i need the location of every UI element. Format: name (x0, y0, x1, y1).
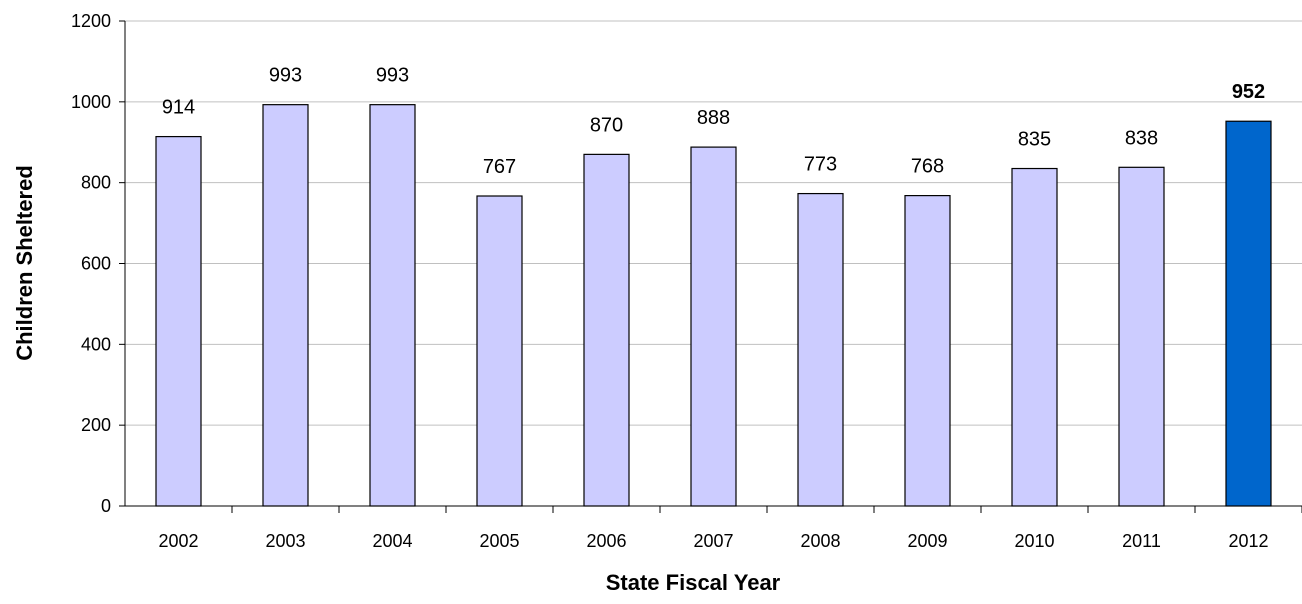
y-tick-label: 600 (81, 254, 111, 274)
x-tick-label: 2002 (158, 531, 198, 551)
y-tick-labels: 0 200 400 600 800 1000 1200 (71, 11, 111, 516)
x-tick-label: 2011 (1122, 531, 1161, 551)
x-tick-label: 2010 (1014, 531, 1054, 551)
x-tick-label: 2005 (479, 531, 519, 551)
data-label-2010: 835 (1018, 129, 1051, 151)
y-tick-label: 400 (81, 334, 111, 354)
x-axis-title: State Fiscal Year (606, 570, 781, 595)
bar-2011 (1118, 166, 1165, 507)
data-label-2007: 888 (697, 107, 730, 129)
bar-2005 (476, 195, 523, 507)
data-label-2003: 993 (269, 65, 302, 87)
y-tick-label: 800 (81, 173, 111, 193)
y-tick-label: 1200 (71, 11, 111, 31)
y-tick-label: 0 (101, 496, 111, 516)
x-tick-label: 2004 (372, 531, 412, 551)
data-label-2008: 773 (804, 154, 837, 176)
y-tick-label: 1000 (71, 92, 111, 112)
bar-2012 (1225, 120, 1272, 507)
data-labels: 914 993 993 767 870 888 773 768 835 838 952 (162, 65, 1265, 178)
x-tick-labels: 2002 2003 2004 2005 2006 2007 2008 2009 2010 2011… (158, 531, 1268, 551)
x-tick-label: 2007 (693, 531, 733, 551)
bar-2008 (797, 192, 844, 507)
data-label-2011: 838 (1125, 127, 1158, 149)
x-tick-label: 2012 (1228, 531, 1268, 551)
bar-2003 (262, 104, 309, 507)
x-tick-label: 2008 (800, 531, 840, 551)
data-label-2002: 914 (162, 97, 195, 119)
axes (119, 20, 1302, 513)
data-label-2004: 993 (376, 65, 409, 87)
bar-2009 (904, 195, 951, 507)
data-label-2006: 870 (590, 114, 623, 136)
x-tick-label: 2006 (586, 531, 626, 551)
bar-2006 (583, 153, 630, 507)
data-label-2012: 952 (1232, 81, 1265, 103)
y-tick-label: 200 (81, 415, 111, 435)
y-axis-title: Children Sheltered (12, 165, 37, 361)
data-label-2005: 767 (483, 156, 516, 178)
bar-2002 (155, 135, 202, 507)
data-label-2009: 768 (911, 156, 944, 178)
x-tick-label: 2003 (265, 531, 305, 551)
bar-2004 (369, 104, 416, 507)
bar-2007 (690, 146, 737, 507)
bar-2010 (1011, 167, 1058, 507)
x-tick-label: 2009 (907, 531, 947, 551)
bars (155, 104, 1272, 507)
